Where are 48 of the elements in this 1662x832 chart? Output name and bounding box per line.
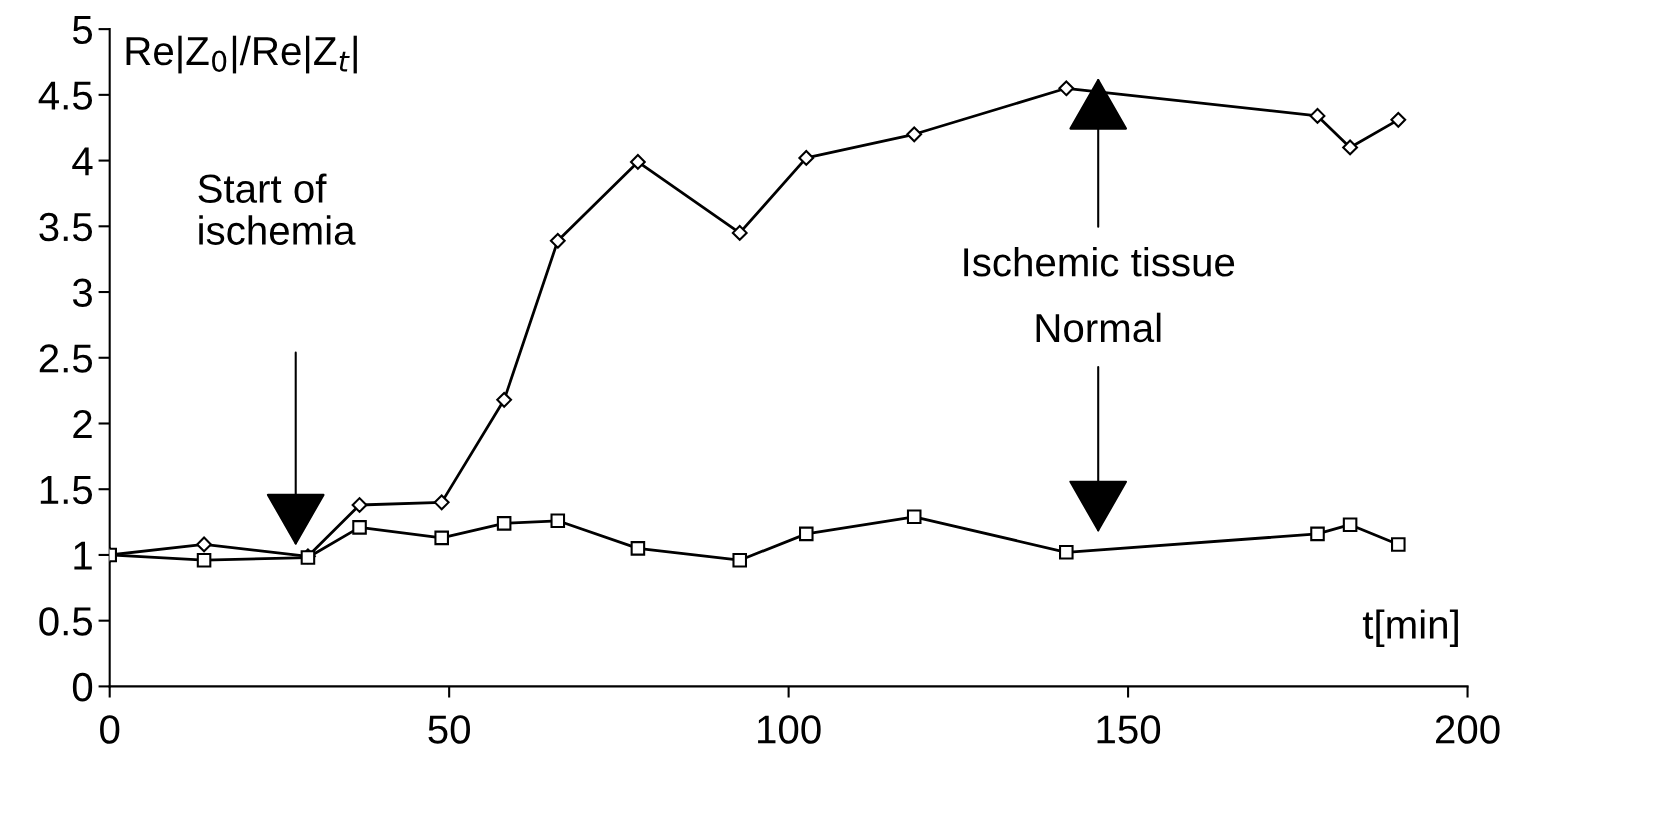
point bbox=[300, 550, 316, 565]
y-tick-label: 3.5 bbox=[39, 212, 93, 242]
point bbox=[1058, 80, 1075, 97]
point bbox=[351, 497, 368, 513]
point bbox=[352, 520, 367, 535]
point bbox=[1342, 139, 1359, 156]
point bbox=[798, 526, 814, 542]
y-axis-title: Re|Z$_{0}$|/Re|Z$_{t}$| bbox=[126, 35, 357, 74]
point bbox=[1309, 107, 1326, 124]
x-tick-label: 50 bbox=[428, 715, 470, 744]
annotation: Normal bbox=[1036, 312, 1161, 343]
point bbox=[196, 536, 212, 553]
x-axis-title: t[min] bbox=[1362, 609, 1458, 647]
point bbox=[1310, 526, 1325, 542]
point bbox=[1391, 537, 1406, 552]
point bbox=[629, 153, 646, 170]
point bbox=[906, 509, 922, 525]
annotation: Start of ischemia bbox=[198, 173, 356, 245]
y-tick-label: 1.5 bbox=[40, 476, 93, 505]
y-tick-label: 4 bbox=[72, 147, 93, 176]
x-tick-label: 200 bbox=[1435, 715, 1500, 744]
y-tick-label: 0.5 bbox=[39, 607, 93, 636]
point bbox=[550, 513, 566, 529]
point bbox=[906, 126, 923, 143]
point bbox=[434, 530, 449, 546]
y-tick-label: 2 bbox=[73, 409, 92, 439]
x-tick-label: 0 bbox=[100, 715, 120, 744]
x-tick-label: 100 bbox=[758, 715, 821, 744]
y-tick-label: 1 bbox=[74, 541, 92, 570]
y-tick-label: 2.5 bbox=[39, 344, 93, 373]
point bbox=[496, 516, 512, 531]
point bbox=[1059, 545, 1074, 560]
point bbox=[496, 391, 513, 408]
point bbox=[433, 494, 450, 511]
point bbox=[798, 150, 815, 166]
point bbox=[731, 224, 748, 241]
point bbox=[1342, 517, 1358, 532]
point bbox=[732, 552, 748, 568]
x-tick-label: 150 bbox=[1097, 715, 1161, 744]
point bbox=[1390, 111, 1407, 128]
annotation: Ischemic tissue bbox=[964, 246, 1235, 277]
point bbox=[630, 541, 646, 556]
y-tick-label: 5 bbox=[72, 16, 93, 45]
y-tick-label: 0 bbox=[72, 672, 93, 702]
point bbox=[549, 232, 566, 249]
y-tick-label: 3 bbox=[72, 278, 92, 308]
point bbox=[196, 552, 212, 568]
y-tick-label: 4.5 bbox=[38, 81, 93, 110]
